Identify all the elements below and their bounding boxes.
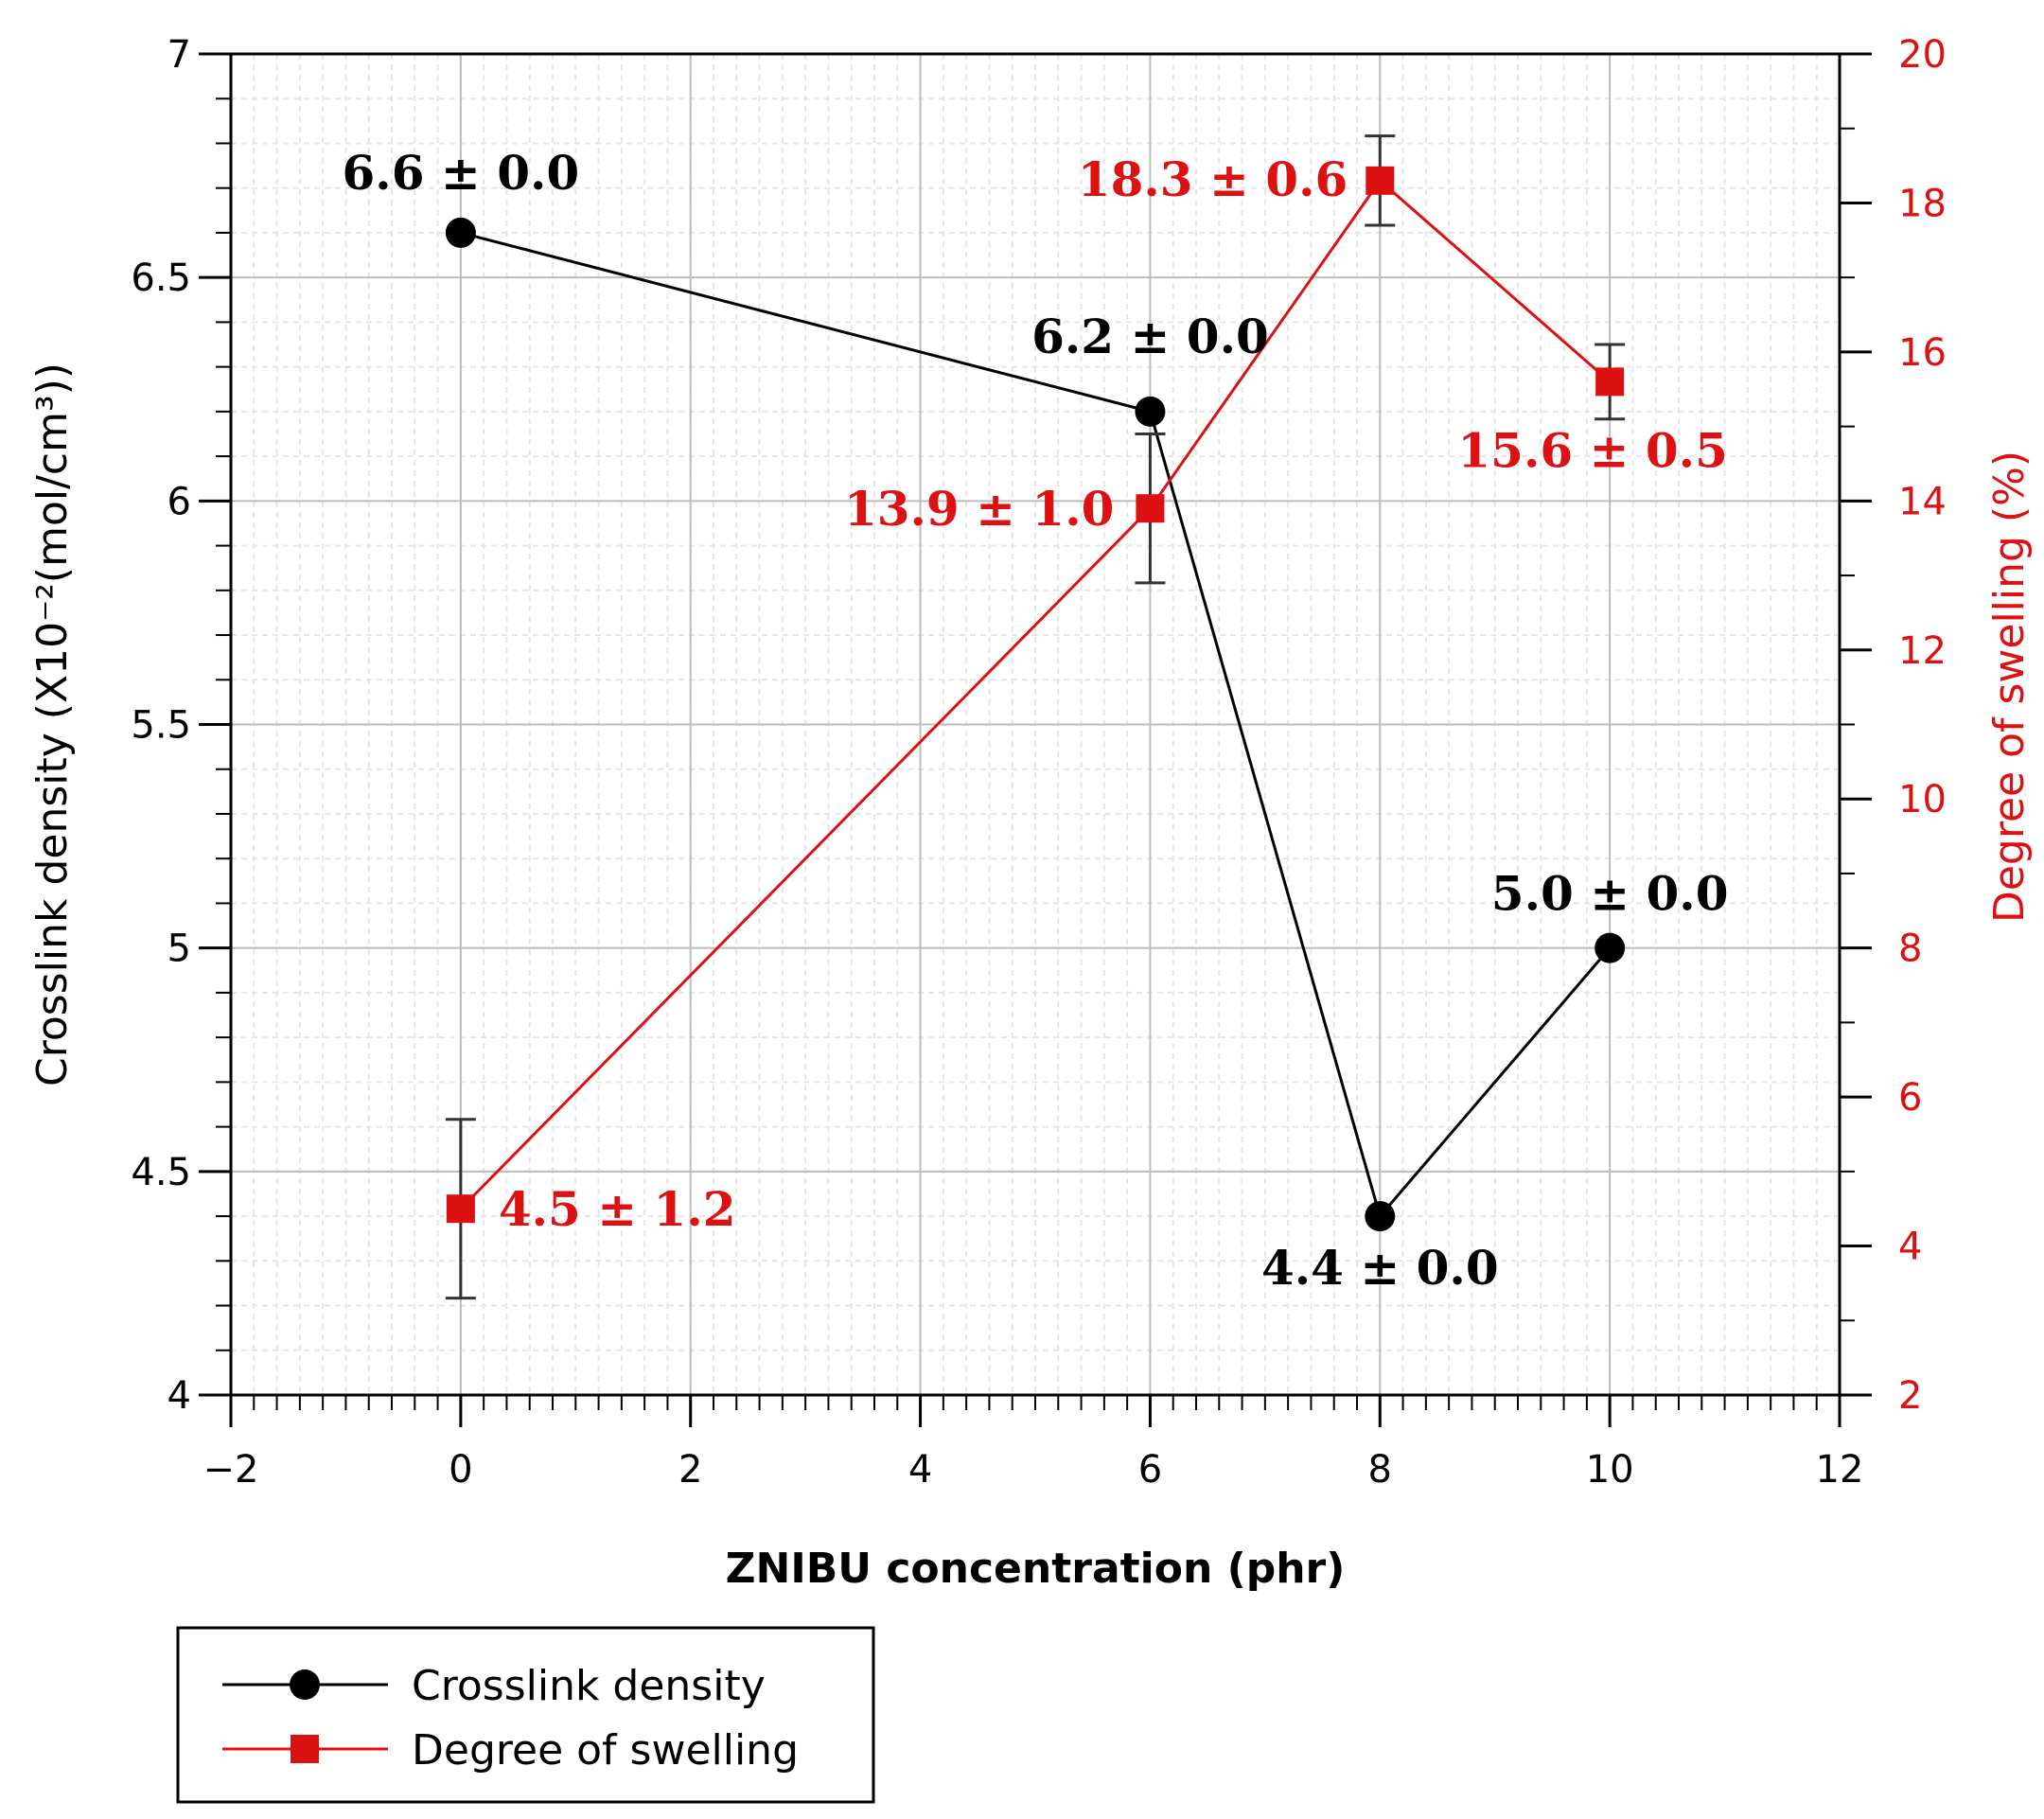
series-line-crosslink [460,231,1612,1220]
data-label-swelling: 13.9 ± 1.0 [844,481,1114,537]
axes: −2 0 2 4 6 8 10 12 4 4.5 5 5.5 6 6.5 7 2 4 6 8 10 12 14 16 18 20 [131,33,1947,1492]
data-label-crosslink: 4.4 ± 0.0 [1261,1240,1499,1296]
y2-tick-label: 8 [1898,927,1922,971]
point-swelling [1595,367,1625,397]
point-swelling [1366,166,1395,195]
y-tick-label: 6.5 [131,256,191,300]
x-tick-label: 8 [1368,1448,1392,1492]
y2-tick-label: 4 [1898,1226,1922,1269]
legend-label-swelling: Degree of swelling [412,1726,799,1775]
legend: Crosslink density Degree of swelling [176,1626,875,1804]
legend-label-crosslink: Crosslink density [412,1662,766,1710]
data-label-crosslink: 5.0 ± 0.0 [1491,866,1729,922]
y2-tick-label: 10 [1898,778,1947,821]
grid [230,53,1841,1396]
point-crosslink [1365,1201,1396,1232]
y-tick-label: 4.5 [131,1151,191,1194]
y-axis-title: Crosslink density (X10⁻²(mol/cm³)) [28,362,77,1086]
x-tick-label: 10 [1586,1448,1634,1492]
point-swelling [446,1194,475,1224]
y2-tick-label: 12 [1898,629,1947,673]
x-tick-label: −2 [203,1448,259,1492]
x-tick-label: 6 [1138,1448,1162,1492]
y2-tick-label: 14 [1898,480,1947,523]
data-label-crosslink: 6.6 ± 0.0 [343,145,580,201]
y2-tick-label: 20 [1898,33,1947,77]
x-tick-label: 0 [449,1448,472,1492]
point-crosslink [1135,396,1166,427]
x-axis-title: ZNIBU concentration (phr) [726,1545,1346,1593]
series [445,134,1626,1300]
point-crosslink [445,217,476,248]
y2-axis-title: Degree of swelling (%) [1985,450,2034,923]
x-tick-label: 4 [908,1448,932,1492]
series-line-swelling [459,178,1612,1210]
y-tick-label: 6 [167,480,191,523]
data-label-crosslink: 6.2 ± 0.0 [1031,309,1269,364]
y2-tick-label: 16 [1898,331,1947,375]
y-tick-label: 5 [167,927,191,971]
data-label-swelling: 15.6 ± 0.5 [1457,422,1727,478]
x-tick-label: 2 [678,1448,702,1492]
data-label-swelling: 4.5 ± 1.2 [499,1181,736,1237]
x-tick-label: 12 [1816,1448,1864,1492]
legend-marker-crosslink [290,1669,320,1700]
data-labels: 6.6 ± 0.0 6.2 ± 0.0 4.4 ± 0.0 5.0 ± 0.0 4.5 … [343,145,1729,1296]
y2-tick-label: 6 [1898,1076,1922,1120]
legend-marker-swelling [291,1735,319,1763]
y-tick-label: 7 [167,33,191,77]
y2-tick-label: 2 [1898,1374,1922,1418]
point-swelling [1136,494,1165,523]
point-crosslink [1595,932,1626,963]
y-tick-label: 5.5 [131,704,191,748]
legend-box [176,1626,875,1804]
y2-tick-label: 18 [1898,182,1947,225]
y-tick-label: 4 [167,1374,191,1418]
data-label-swelling: 18.3 ± 0.6 [1078,151,1348,207]
